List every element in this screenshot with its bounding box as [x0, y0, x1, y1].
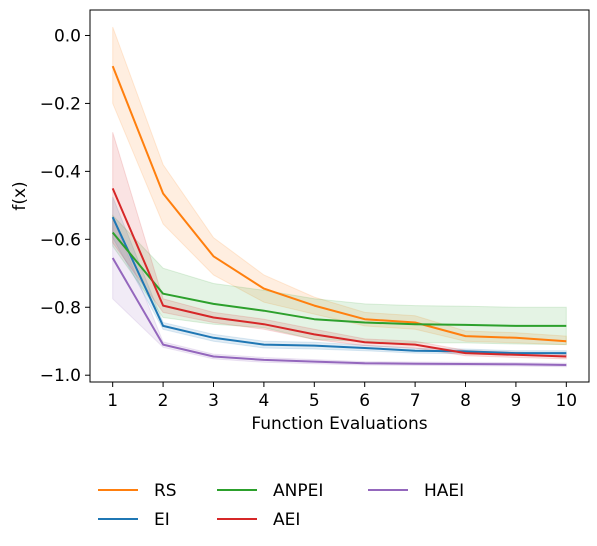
band-haei — [112, 217, 567, 368]
x-axis: 1 2 3 4 5 6 7 8 9 10 — [107, 382, 577, 411]
y-tick-label: −0.6 — [40, 230, 81, 250]
x-tick-label: 5 — [309, 391, 320, 411]
x-tick-label: 2 — [158, 391, 169, 411]
x-tick-label: 4 — [258, 391, 269, 411]
y-axis-label: f(x) — [10, 181, 30, 210]
series-line-haei — [111, 257, 567, 366]
legend-item-rs: RS — [98, 481, 177, 501]
legend-label: AEI — [273, 510, 300, 530]
x-tick-label: 6 — [359, 391, 370, 411]
legend-label: EI — [154, 510, 170, 530]
legend-item-anpei: ANPEI — [217, 481, 323, 501]
legend-item-ei: EI — [98, 510, 170, 530]
y-tick-label: −0.2 — [40, 94, 81, 114]
legend-item-aei: AEI — [217, 510, 300, 530]
legend-label: HAEI — [424, 481, 464, 501]
plot-frame — [89, 9, 590, 383]
x-tick-label: 1 — [107, 391, 118, 411]
x-tick-label: 3 — [208, 391, 219, 411]
y-tick-label: −1.0 — [40, 366, 81, 386]
x-tick-label: 7 — [410, 391, 421, 411]
x-tick-label: 9 — [511, 391, 522, 411]
series-line-ei — [111, 216, 567, 355]
confidence-bands — [112, 26, 567, 368]
band-anpei — [112, 214, 567, 346]
y-tick-label: −0.8 — [40, 298, 81, 318]
legend: RS EI ANPEI AEI HAEI — [98, 481, 464, 530]
series-line-aei — [111, 188, 567, 358]
legend-label: RS — [154, 481, 177, 501]
band-aei — [112, 132, 567, 360]
x-axis-label: Function Evaluations — [251, 414, 427, 434]
y-tick-label: 0.0 — [54, 26, 81, 46]
series-line-anpei — [111, 231, 567, 327]
y-axis: 0.0 −0.2 −0.4 −0.6 −0.8 −1.0 — [40, 26, 90, 386]
x-tick-label: 10 — [555, 391, 577, 411]
x-tick-label: 8 — [460, 391, 471, 411]
legend-item-haei: HAEI — [368, 481, 464, 501]
legend-label: ANPEI — [273, 481, 323, 501]
series-lines — [111, 65, 567, 366]
series-line-rs — [111, 65, 567, 343]
y-tick-label: −0.4 — [40, 162, 81, 182]
